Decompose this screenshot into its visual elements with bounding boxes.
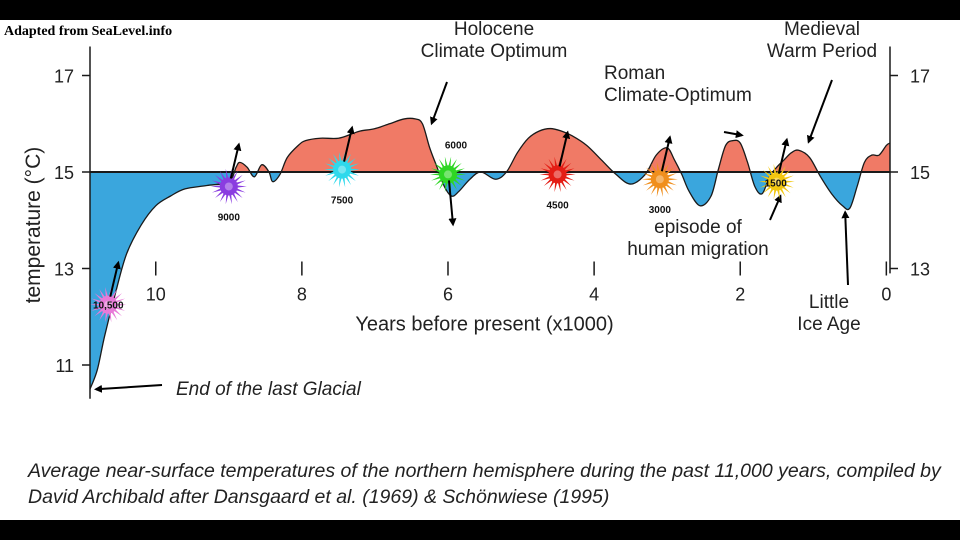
y-tick-label-left: 17 — [54, 67, 74, 87]
marker-label-4500: 4500 — [546, 200, 569, 211]
x-tick-label: 10 — [146, 285, 166, 305]
roman-arrow — [723, 130, 744, 139]
marker-arrow-up — [229, 142, 242, 179]
marker-arrow-up — [558, 130, 571, 167]
figure-caption: Average near-surface temperatures of the… — [28, 460, 941, 508]
annotation-end-of-glacial: End of the last Glacial — [176, 379, 362, 400]
marker-arrow-up — [777, 137, 790, 174]
annotation-human-migration: human migration — [627, 239, 769, 260]
x-tick-label: 8 — [297, 285, 307, 305]
starburst-glow — [338, 165, 347, 174]
marker-label-7500: 7500 — [331, 196, 354, 207]
y-tick-label-right: 15 — [910, 163, 930, 183]
starburst-glow — [104, 300, 113, 309]
starburst-marker-1500 — [758, 163, 795, 200]
annotation-medieval: Medieval — [784, 20, 860, 40]
starburst-marker-7500 — [324, 151, 361, 188]
marker-arrow-up — [343, 125, 355, 162]
holocene-arrow — [430, 81, 448, 126]
starburst-core — [548, 165, 567, 184]
starburst-glow — [772, 177, 781, 186]
marker-label-3000: 3000 — [649, 205, 672, 216]
end-glacial-arrow — [94, 384, 163, 393]
starburst-glow — [224, 182, 233, 191]
migration-arrow — [769, 194, 782, 221]
starburst-core — [438, 165, 457, 184]
marker-arrow-up — [109, 260, 121, 297]
y-tick-label-left: 11 — [55, 356, 74, 376]
y-tick-label-left: 15 — [54, 163, 74, 183]
x-tick-label: 6 — [443, 285, 453, 305]
little-ice-age-arrow — [841, 210, 850, 286]
y-tick-label-right: 13 — [910, 260, 930, 280]
y-tick-label-left: 13 — [54, 260, 74, 280]
source-credit: Adapted from SeaLevel.info — [4, 24, 173, 39]
starburst-glow — [655, 175, 664, 184]
y-axis-label: temperature (°C) — [22, 147, 45, 304]
marker-arrow-up — [660, 135, 673, 172]
annotation-little-ice-age: Ice Age — [797, 314, 860, 335]
annotation-roman: Roman — [604, 63, 665, 84]
marker-label-9000: 9000 — [218, 212, 241, 223]
chart-frame: Adapted from SeaLevel.info 11 13 13 15 15 17 1… — [0, 20, 960, 520]
starburst-marker-6000 — [429, 156, 466, 193]
warm-area — [90, 118, 890, 172]
x-axis-label: Years before present (x1000) — [355, 314, 613, 336]
cold-area — [90, 172, 890, 390]
starburst-core — [333, 160, 352, 179]
temperature-curve — [89, 117, 891, 390]
medieval-arrow — [807, 79, 833, 144]
annotation-holocene: Climate Optimum — [421, 41, 568, 62]
starburst-marker-4500 — [539, 156, 576, 193]
annotation-little-ice-age: Little — [809, 292, 849, 313]
marker-arrow-down — [447, 180, 457, 227]
x-tick-label: 2 — [735, 285, 745, 305]
x-tick-label: 4 — [589, 285, 599, 305]
starburst-marker-9000 — [210, 168, 247, 205]
marker-label-10500: 10,500 — [93, 301, 124, 312]
starburst-glow — [443, 170, 452, 179]
temperature-chart: 11 13 13 15 15 17 17 10 8 6 4 2 0 Years before presen… — [22, 20, 930, 400]
starburst-core — [99, 295, 118, 314]
starburst-marker-10500 — [90, 286, 127, 323]
x-tick-label: 0 — [881, 285, 891, 305]
annotation-roman: Climate-Optimum — [604, 85, 752, 106]
starburst-core — [650, 170, 669, 189]
starburst-marker-3000 — [641, 161, 678, 197]
annotation-holocene: Holocene — [454, 20, 534, 40]
marker-label-6000: 6000 — [445, 140, 468, 151]
annotation-medieval: Warm Period — [767, 41, 877, 62]
y-tick-label-right: 17 — [910, 67, 930, 87]
starburst-core — [219, 177, 238, 196]
starburst-glow — [553, 170, 562, 179]
starburst-core — [767, 172, 786, 191]
marker-label-1500: 1500 — [765, 179, 788, 190]
annotation-human-migration: episode of — [654, 217, 742, 238]
